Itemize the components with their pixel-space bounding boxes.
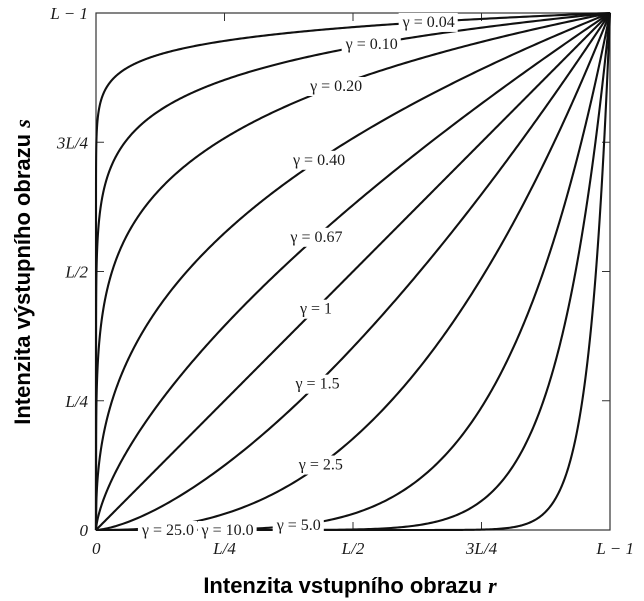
x-tick-label: L − 1 [595, 539, 634, 558]
series-label-background [306, 76, 366, 96]
series-label: γ = 0.04 [402, 14, 455, 31]
series-label: γ = 0.67 [289, 229, 342, 246]
x-tick-label: 0 [92, 539, 101, 558]
y-axis-title: Intenzita výstupního obrazu s [10, 119, 35, 425]
x-axis-title-text: Intenzita vstupního obrazu [203, 573, 482, 598]
series-curve [94, 12, 611, 532]
series-curve [94, 11, 611, 530]
y-axis-title-text: Intenzita výstupního obrazu [10, 134, 35, 425]
series-label: γ = 0.10 [345, 36, 398, 53]
series-label: γ = 1 [299, 301, 332, 318]
x-axis-variable: r [488, 573, 497, 598]
series-label-background [286, 227, 346, 247]
series-curves [94, 11, 612, 532]
series-label-background [137, 521, 198, 540]
series-label-background [272, 516, 324, 536]
series-label-background [295, 299, 336, 319]
series-curve [94, 12, 611, 531]
x-axis-title: Intenzita vstupního obrazu r [203, 573, 497, 598]
y-tick-label: L/2 [64, 263, 88, 282]
series-label-background [288, 150, 349, 170]
x-tick-label: 3L/4 [465, 539, 498, 558]
y-tick-labels: 0 L/4 L/2 3L/4 L − 1 [49, 4, 88, 540]
y-tick-label: L/4 [64, 392, 88, 411]
series-label: γ = 10.0 [201, 522, 254, 539]
series-label: γ = 2.5 [298, 457, 343, 474]
series-label-background [294, 455, 346, 475]
x-tick-label: L/2 [341, 539, 365, 558]
series-label: γ = 1.5 [294, 376, 339, 393]
y-tick-label: 3L/4 [56, 133, 89, 152]
series-label: γ = 25.0 [141, 522, 194, 539]
x-tick-labels: 0 L/4 L/2 3L/4 L − 1 [92, 539, 634, 558]
series-curve [95, 12, 611, 531]
x-tick-label: L/4 [212, 539, 236, 558]
series-label: γ = 0.20 [309, 78, 362, 95]
y-tick-label: 0 [80, 521, 89, 540]
y-axis-variable: s [10, 119, 35, 129]
series-label-background [398, 12, 458, 32]
series-label: γ = 0.40 [292, 152, 345, 169]
series-labels: γ = 0.04γ = 0.10 γ = 0.20 γ = 0.40 γ = 0.67… [137, 12, 458, 540]
series-label-background [341, 35, 401, 55]
series-curve [94, 11, 611, 530]
series-label-background [291, 374, 343, 394]
series-label: γ = 5.0 [276, 517, 321, 534]
y-tick-label: L − 1 [49, 4, 88, 23]
series-label-background [197, 520, 257, 540]
